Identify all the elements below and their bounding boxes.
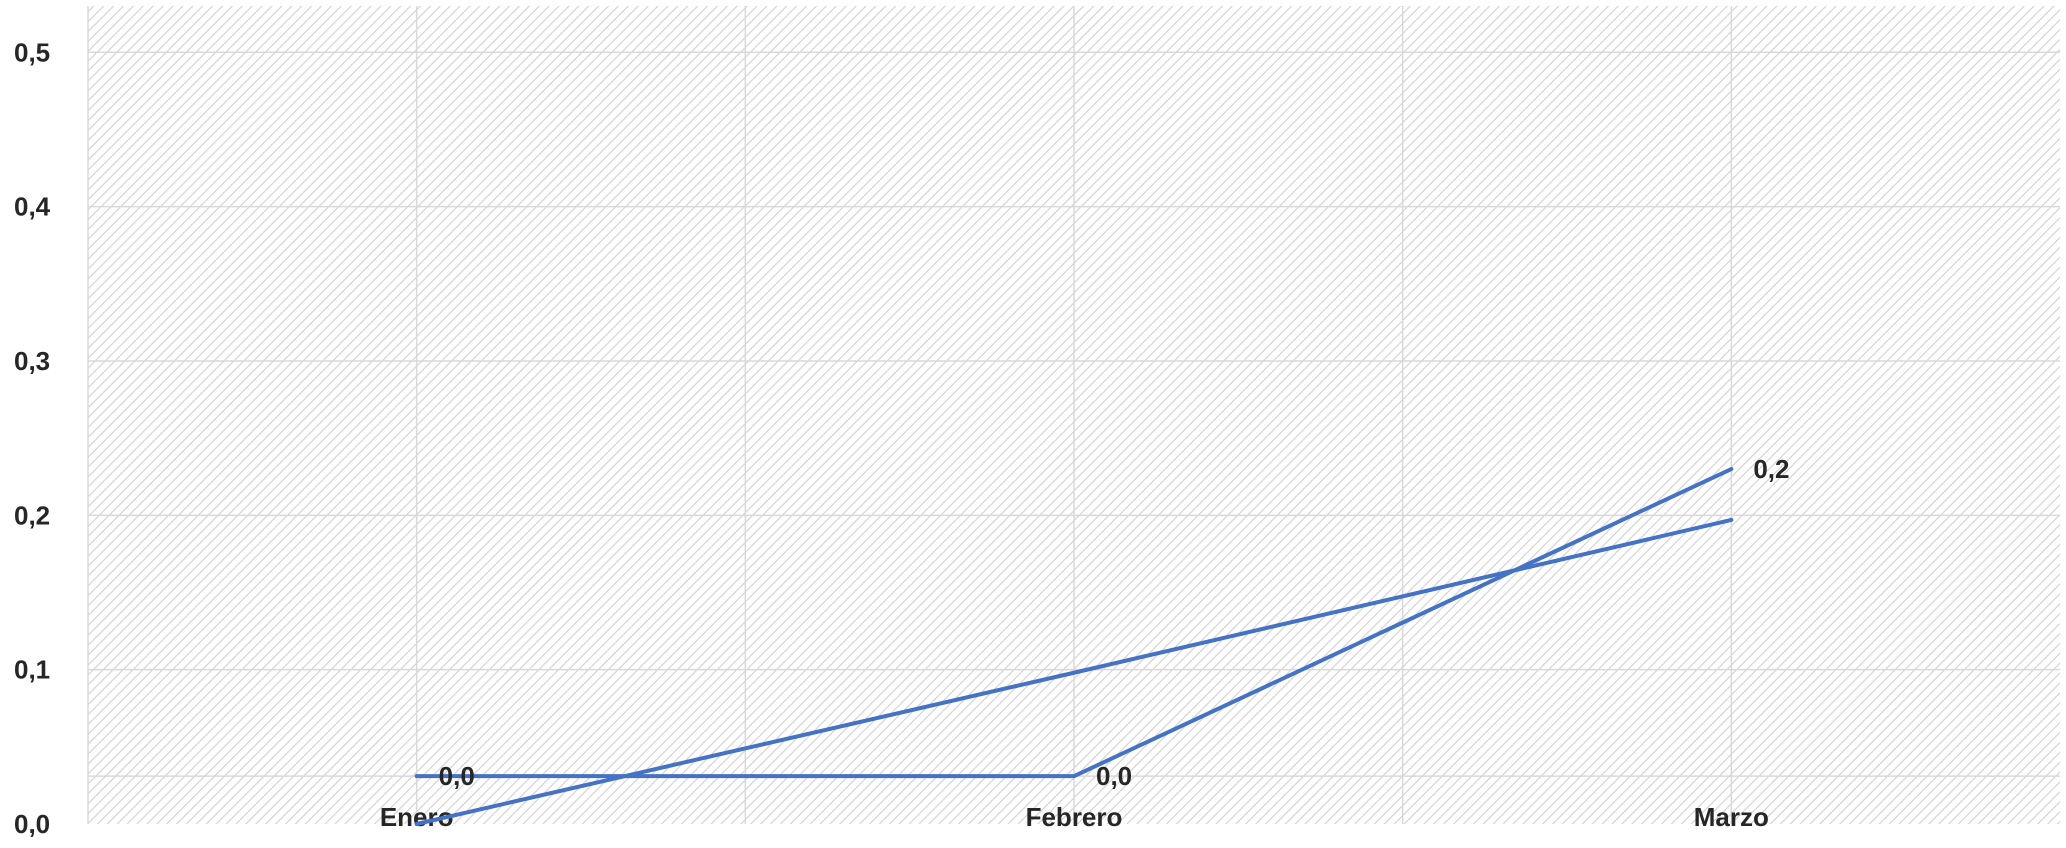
y-tick-label: 0,3 bbox=[14, 346, 50, 376]
x-tick-label: Marzo bbox=[1694, 802, 1769, 832]
y-tick-label: 0,5 bbox=[14, 37, 50, 67]
y-tick-label: 0,4 bbox=[14, 192, 51, 222]
y-tick-label: 0,2 bbox=[14, 500, 50, 530]
gridlines bbox=[88, 6, 2060, 824]
data-label: 0,2 bbox=[1753, 454, 1789, 484]
y-tick-label: 0,0 bbox=[14, 809, 50, 839]
y-axis-tick-labels: 0,0 0,1 0,2 0,3 0,4 0,5 bbox=[14, 37, 51, 839]
series-line-2 bbox=[414, 517, 1734, 826]
y-tick-label: 0,1 bbox=[14, 655, 50, 685]
x-tick-label: Febrero bbox=[1026, 802, 1123, 832]
data-labels: 0,0 0,0 0,2 bbox=[439, 454, 1790, 791]
data-label: 0,0 bbox=[1096, 761, 1132, 791]
series-lines bbox=[414, 467, 1734, 826]
data-label: 0,0 bbox=[439, 761, 475, 791]
